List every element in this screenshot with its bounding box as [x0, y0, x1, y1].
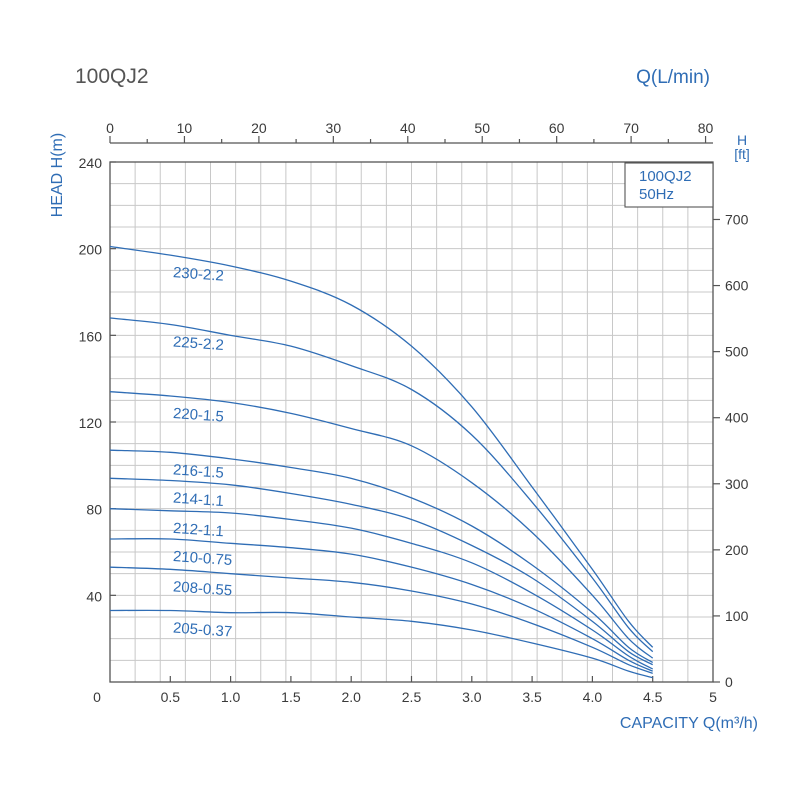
series-curve-214-1.1 — [109, 477, 654, 666]
right-tick-label: 0 — [725, 674, 733, 690]
legend-line: 100QJ2 — [639, 168, 692, 185]
series: 230-2.2 225-2.2 220-1.5 216-1.5 214-1.1 212-1… — [109, 245, 654, 679]
x-tick-label: 0.5 — [161, 689, 181, 705]
y-tick-label: 120 — [79, 415, 103, 431]
top-tick-label: 20 — [251, 120, 267, 136]
y-tick-label: 40 — [86, 588, 102, 604]
legend-line: 50Hz — [639, 186, 674, 203]
top-tick-label: 10 — [177, 120, 193, 136]
right-axis-label-unit: [ft] — [734, 146, 750, 162]
series-curve-205-0.37 — [109, 609, 653, 679]
right-tick-label: 400 — [725, 410, 749, 426]
series-label: 205-0.37 — [172, 620, 232, 641]
series-curve-210-0.75 — [109, 538, 653, 672]
series-label: 208-0.55 — [172, 578, 232, 599]
right-tick-label: 500 — [725, 344, 749, 360]
series-label: 216-1.5 — [172, 461, 224, 482]
series-label: 214-1.1 — [172, 490, 224, 511]
series-curve-216-1.5 — [109, 449, 654, 664]
x-tick-label: 4.0 — [583, 689, 603, 705]
x-tick-label: 4.5 — [643, 689, 663, 705]
series-label: 220-1.5 — [172, 405, 224, 426]
axes: 0 0.5 1.0 1.5 2.0 2.5 3.0 3.5 4.0 4.5 5 40 80 120 160 2… — [79, 120, 749, 705]
x-tick-label: 2.5 — [402, 689, 422, 705]
top-tick-label: 30 — [326, 120, 342, 136]
series-curve-230-2.2 — [109, 245, 654, 648]
legend-frame — [624, 162, 714, 208]
x-tick-label: 3.5 — [522, 689, 542, 705]
y-tick-label: 80 — [86, 502, 102, 518]
top-tick-label: 40 — [400, 120, 416, 136]
y-tick-label: 200 — [79, 242, 103, 258]
top-axis-label: Q(L/min) — [636, 67, 710, 88]
top-tick-label: 60 — [549, 120, 565, 136]
y-axis-label: HEAD H(m) — [49, 133, 66, 217]
series-label: 225-2.2 — [172, 334, 224, 355]
y-tick-label: 240 — [79, 155, 103, 171]
top-tick-label: 80 — [698, 120, 714, 136]
x-tick-label: 2.0 — [341, 689, 361, 705]
right-tick-label: 300 — [725, 476, 749, 492]
x-tick-label: 1.5 — [281, 689, 301, 705]
chart-title: 100QJ2 — [75, 65, 149, 88]
x-axis-label: CAPACITY Q(m³/h) — [620, 715, 758, 732]
grid — [110, 162, 713, 682]
top-tick-label: 50 — [474, 120, 490, 136]
series-curve-212-1.1 — [109, 508, 654, 670]
series-label: 212-1.1 — [172, 520, 224, 541]
series-curve-208-0.55 — [109, 566, 653, 674]
x-tick-label: 0 — [93, 689, 101, 705]
top-tick-label: 70 — [623, 120, 639, 136]
x-tick-label: 1.0 — [221, 689, 241, 705]
series-curve-225-2.2 — [109, 317, 654, 653]
series-label: 210-0.75 — [172, 548, 232, 569]
right-tick-label: 200 — [725, 542, 749, 558]
x-tick-label: 3.0 — [462, 689, 482, 705]
x-tick-label: 5 — [709, 689, 717, 705]
series-curve-220-1.5 — [109, 391, 654, 659]
right-tick-label: 700 — [725, 211, 749, 227]
y-tick-label: 160 — [79, 328, 103, 344]
right-tick-label: 600 — [725, 278, 749, 294]
right-axis-label-h: H — [737, 132, 747, 148]
top-tick-label: 0 — [106, 120, 114, 136]
series-label: 230-2.2 — [172, 264, 224, 285]
right-tick-label: 100 — [725, 608, 749, 624]
